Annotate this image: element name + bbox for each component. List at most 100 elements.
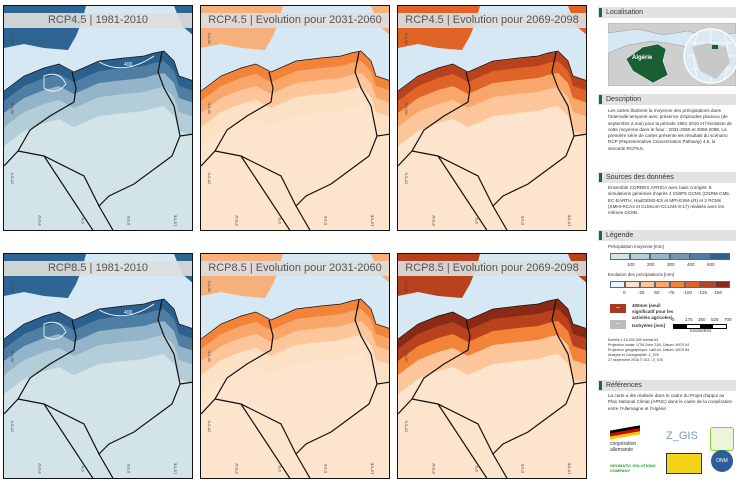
latitude-label: 25°0'N: [403, 420, 409, 433]
tick-label: 350: [698, 317, 706, 322]
logo-cooperation-allemande: coopération allemande: [610, 425, 658, 458]
legende-header: Légende: [598, 230, 736, 241]
threshold-label: 400mm (seuil significatif pour les activ…: [632, 303, 674, 320]
longitude-label: 0°0': [276, 465, 282, 472]
longitude-label: 10°0'E: [566, 214, 572, 227]
scale-bar: [673, 324, 727, 329]
country-label: Algérie: [632, 55, 653, 61]
longitude-label: 5°0'W: [430, 463, 436, 474]
logo-geomatic-solutions: GEOMATIC SOLUTIONS COMPANY: [610, 463, 656, 473]
svg-text:400: 400: [124, 310, 133, 316]
tick-label: 300: [667, 262, 675, 267]
precip-swatch: [670, 253, 690, 260]
map-title: RCP4.5 | Evolution pour 2031-2060: [201, 13, 389, 28]
tick-label: 400: [687, 262, 695, 267]
latitude-label: 25°0'N: [9, 172, 15, 185]
metadata-line: Echelle 1:15.000.000 format A3: [608, 338, 659, 342]
evo-swatch: [655, 281, 670, 288]
latitude-label: 30°0'N: [9, 350, 15, 363]
isohyetes-label: Isohyètes [mm]: [632, 323, 666, 328]
sources-header: Sources des données: [598, 172, 736, 183]
latitude-label: 35°0'N: [9, 32, 15, 45]
precip-color-bar: [610, 253, 730, 260]
map-title: RCP8.5 | Evolution pour 2069-2098: [398, 261, 586, 276]
latitude-label: 30°0'N: [9, 102, 15, 115]
longitude-label: 5°0'E: [323, 215, 329, 226]
locator-map: Algérie: [608, 23, 736, 86]
latitude-label: 35°0'N: [9, 280, 15, 293]
tick-label: 0: [672, 317, 675, 322]
longitude-label: 10°0'E: [172, 214, 178, 227]
precip-legend-title: Précipitation moyenne [mm]: [608, 244, 664, 249]
logo-onm: ONM: [711, 450, 733, 472]
tick-label: 175: [685, 317, 693, 322]
evo-swatch: [685, 281, 700, 288]
sidebar: Localisation Algérie Description Les car…: [598, 0, 740, 482]
map-metadata: Echelle 1:15.000.000 format A3 Projection…: [608, 338, 734, 363]
metadata-line: Projection géographique: Lat/Lon, Datum:…: [608, 348, 690, 352]
map-panel: RCP4.5 | Evolution pour 2069-2098 5°0'W 0°…: [397, 5, 587, 231]
map-canvas: [201, 6, 389, 230]
longitude-label: 0°0': [276, 217, 282, 224]
map-canvas: [201, 254, 389, 478]
longitude-label: 10°0'E: [369, 462, 375, 475]
latitude-label: 35°0'N: [206, 32, 212, 45]
latitude-label: 30°0'N: [403, 102, 409, 115]
latitude-label: 25°0'N: [9, 420, 15, 433]
latitude-label: 30°0'N: [206, 350, 212, 363]
logo-zgis: Z_GIS: [666, 430, 698, 442]
description-header: Description: [598, 94, 736, 105]
evo-swatch: [715, 281, 730, 288]
longitude-label: 0°0': [473, 217, 479, 224]
logo-cg: [666, 453, 702, 474]
isohyete-swatch-icon: ~: [610, 320, 626, 329]
localisation-header: Localisation: [598, 7, 736, 18]
longitude-label: 5°0'E: [520, 215, 526, 226]
longitude-label: 5°0'E: [126, 463, 132, 474]
description-text: Les cartes illustrent la moyenne des pré…: [608, 108, 732, 151]
precip-swatch: [710, 253, 730, 260]
map-title: RCP8.5 | 1981-2010: [4, 261, 192, 276]
metadata-line: Projection locale: UTM Zone 31N, Datum: …: [608, 343, 690, 347]
map-title: RCP4.5 | 1981-2010: [4, 13, 192, 28]
map-canvas: 400: [4, 254, 192, 478]
svg-text:400: 400: [124, 62, 133, 68]
longitude-label: 10°0'E: [369, 214, 375, 227]
threshold-swatch-icon: ~: [610, 304, 626, 313]
map-panel: 400 RCP8.5 | 1981-2010 5°0'W 0°0' 5°0'E 10°0…: [3, 253, 193, 479]
evo-color-bar: [610, 281, 730, 288]
evo-legend-title: Evolution des précipitations [mm]: [608, 272, 675, 277]
longitude-label: 5°0'W: [233, 215, 239, 226]
map-panel: RCP8.5 | Evolution pour 2069-2098 5°0'W 0°…: [397, 253, 587, 479]
tick-label: -25: [638, 290, 645, 295]
metadata-line: 27 septembre 2016 © GIZ / Z_GIS: [608, 358, 663, 362]
scale-unit: Kilomètres: [690, 328, 712, 333]
longitude-label: 0°0': [473, 465, 479, 472]
map-canvas: [398, 254, 586, 478]
latitude-label: 35°0'N: [403, 280, 409, 293]
map-panel: 400 RCP4.5 | 1981-2010 5°0'W 0°0' 5°0'E 10°0…: [3, 5, 193, 231]
tick-label: -50: [653, 290, 660, 295]
longitude-label: 5°0'W: [430, 215, 436, 226]
tick-label: 100: [627, 262, 635, 267]
evo-swatch: [640, 281, 655, 288]
precip-swatch: [610, 253, 630, 260]
sources-text: Ensemble CORDEX AFRICA avec biais corrig…: [608, 185, 731, 216]
evo-swatch: [700, 281, 715, 288]
tick-label: -150: [713, 290, 723, 295]
map-panel: RCP8.5 | Evolution pour 2031-2060 5°0'W 0°…: [200, 253, 390, 479]
latitude-label: 35°0'N: [403, 32, 409, 45]
tick-label: 200: [647, 262, 655, 267]
precip-swatch: [630, 253, 650, 260]
tick-label: 500: [707, 262, 715, 267]
longitude-label: 10°0'E: [172, 462, 178, 475]
latitude-label: 30°0'N: [206, 102, 212, 115]
map-canvas: 400: [4, 6, 192, 230]
map-canvas: [398, 6, 586, 230]
longitude-label: 5°0'W: [36, 215, 42, 226]
longitude-label: 0°0': [79, 465, 85, 472]
longitude-label: 10°0'E: [566, 462, 572, 475]
tick-label: -100: [683, 290, 693, 295]
map-panel: RCP4.5 | Evolution pour 2031-2060 5°0'W 0°…: [200, 5, 390, 231]
longitude-label: 0°0': [79, 217, 85, 224]
